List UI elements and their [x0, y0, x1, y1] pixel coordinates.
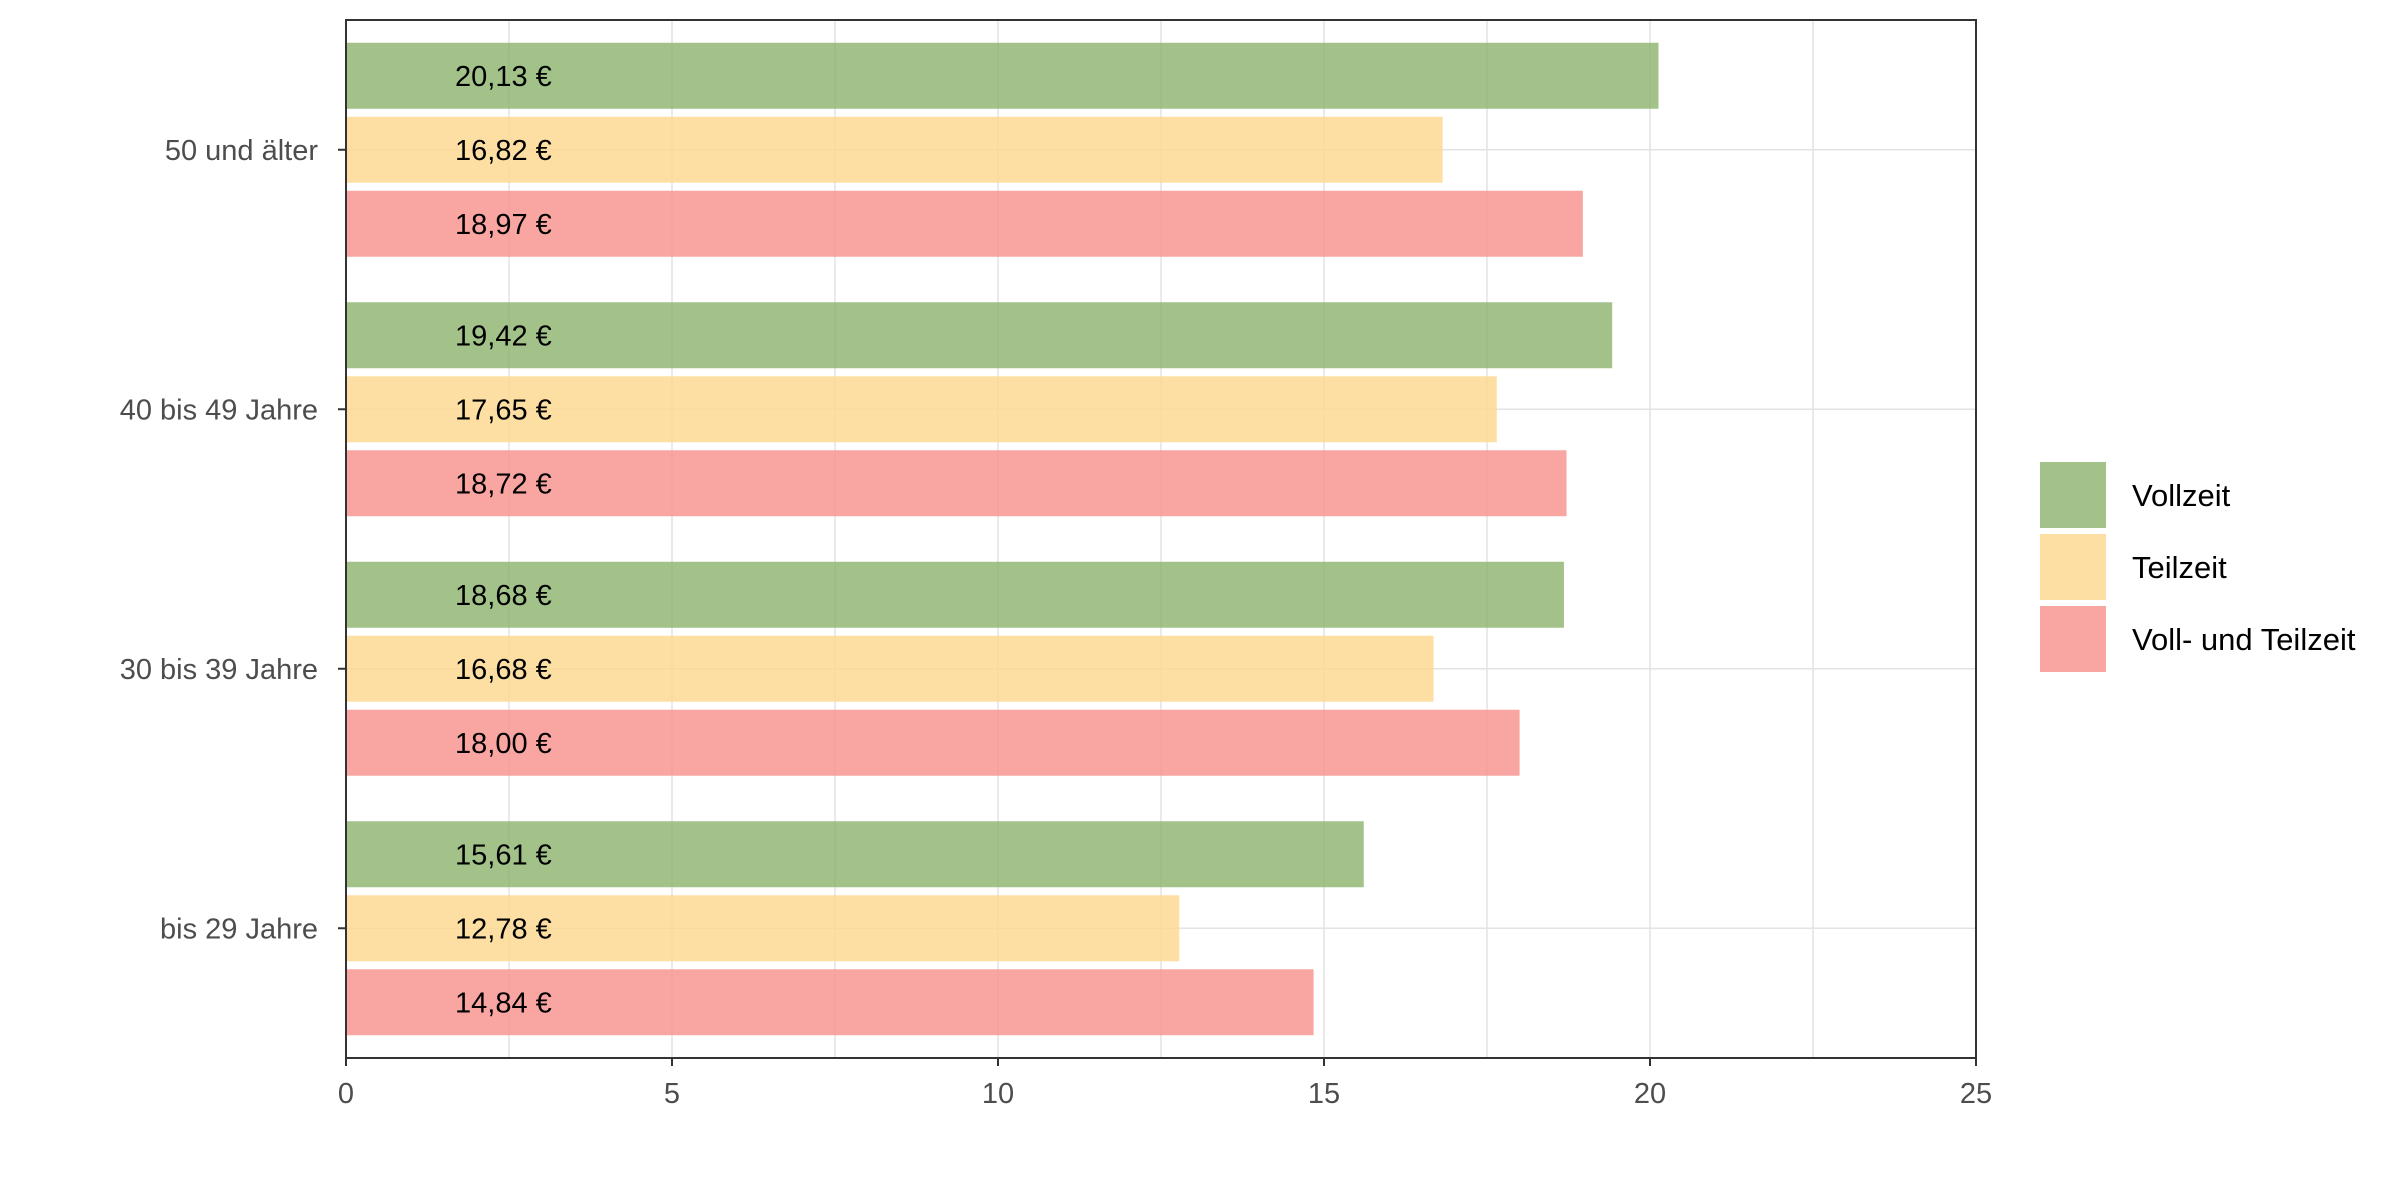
axis-layer: bis 29 Jahre 30 bis 39 Jahre 40 bis 49 Jah… — [120, 135, 1992, 1110]
bar-voll-und-teilzeit-1 — [346, 709, 1520, 776]
bar-value-label: 12,78 € — [455, 913, 552, 945]
legend: Vollzeit Teilzeit Voll- und Teilzeit — [2040, 462, 2356, 672]
bar-vollzeit-1 — [346, 561, 1564, 628]
bar-voll-und-teilzeit-2 — [346, 450, 1567, 517]
bar-voll-und-teilzeit-3 — [346, 190, 1583, 257]
bar-teilzeit-0 — [346, 895, 1180, 962]
bar-value-label: 18,97 € — [455, 209, 552, 241]
bar-value-label: 18,68 € — [455, 580, 552, 612]
legend-label: Vollzeit — [2132, 478, 2231, 513]
bar-value-label: 20,13 € — [455, 61, 552, 93]
bar-value-label: 18,00 € — [455, 728, 552, 760]
x-tick-label: 10 — [982, 1078, 1014, 1110]
bar-value-label: 19,42 € — [455, 320, 552, 352]
legend-label: Teilzeit — [2132, 550, 2227, 585]
panel-border — [345, 19, 1977, 1059]
labels-layer: 15,61 € 12,78 € 14,84 € 18,68 € 16,68 € 18,00… — [455, 61, 552, 1020]
bar-value-label: 14,84 € — [455, 987, 552, 1019]
bar-value-label: 16,82 € — [455, 135, 552, 167]
x-tick-label: 20 — [1634, 1078, 1666, 1110]
bar-voll-und-teilzeit-0 — [346, 969, 1314, 1036]
legend-label: Voll- und Teilzeit — [2132, 622, 2356, 657]
bars-layer — [346, 42, 1659, 1036]
bar-vollzeit-3 — [346, 42, 1659, 109]
y-tick-label: 30 bis 39 Jahre — [120, 654, 318, 686]
bar-value-label: 15,61 € — [455, 839, 552, 871]
bar-value-label: 18,72 € — [455, 468, 552, 500]
legend-key-vollzeit — [2040, 462, 2106, 528]
bar-teilzeit-2 — [346, 376, 1497, 443]
x-tick-label: 0 — [338, 1078, 354, 1110]
y-tick-label: bis 29 Jahre — [160, 913, 318, 945]
x-tick-label: 25 — [1960, 1078, 1992, 1110]
x-tick-label: 15 — [1308, 1078, 1340, 1110]
y-tick-label: 50 und älter — [165, 135, 319, 167]
legend-key-teilzeit — [2040, 534, 2106, 600]
bar-value-label: 17,65 € — [455, 394, 552, 426]
legend-key-voll-und-teilzeit — [2040, 606, 2106, 672]
bar-teilzeit-1 — [346, 635, 1434, 702]
bar-teilzeit-3 — [346, 116, 1443, 183]
bar-vollzeit-0 — [346, 821, 1364, 888]
x-tick-label: 5 — [664, 1078, 680, 1110]
y-tick-label: 40 bis 49 Jahre — [120, 394, 318, 426]
bar-value-label: 16,68 € — [455, 654, 552, 686]
bar-vollzeit-2 — [346, 302, 1613, 369]
